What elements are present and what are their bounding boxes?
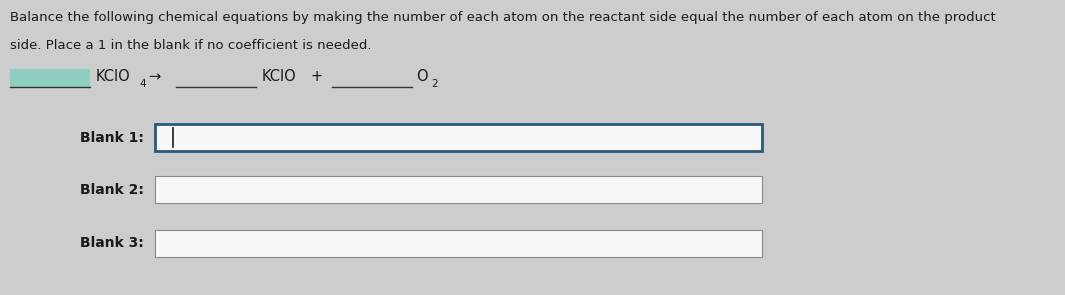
Text: Balance the following chemical equations by making the number of each atom on th: Balance the following chemical equations… [10,11,996,24]
Text: +: + [310,70,322,84]
Text: Blank 2:: Blank 2: [80,183,144,197]
Bar [10,69,91,87]
Text: KClO: KClO [96,70,131,84]
Text: Blank 3:: Blank 3: [80,236,144,250]
Text: 2: 2 [431,79,438,89]
Bar [155,176,761,204]
Text: O: O [416,70,428,84]
Text: 4: 4 [140,79,146,89]
Text: →: → [148,70,160,84]
Text: Blank 1:: Blank 1: [80,131,144,145]
Text: KClO: KClO [262,70,297,84]
Bar [155,230,761,256]
Bar [155,124,761,152]
Text: side. Place a 1 in the blank if no coefficient is needed.: side. Place a 1 in the blank if no coeff… [10,39,372,52]
